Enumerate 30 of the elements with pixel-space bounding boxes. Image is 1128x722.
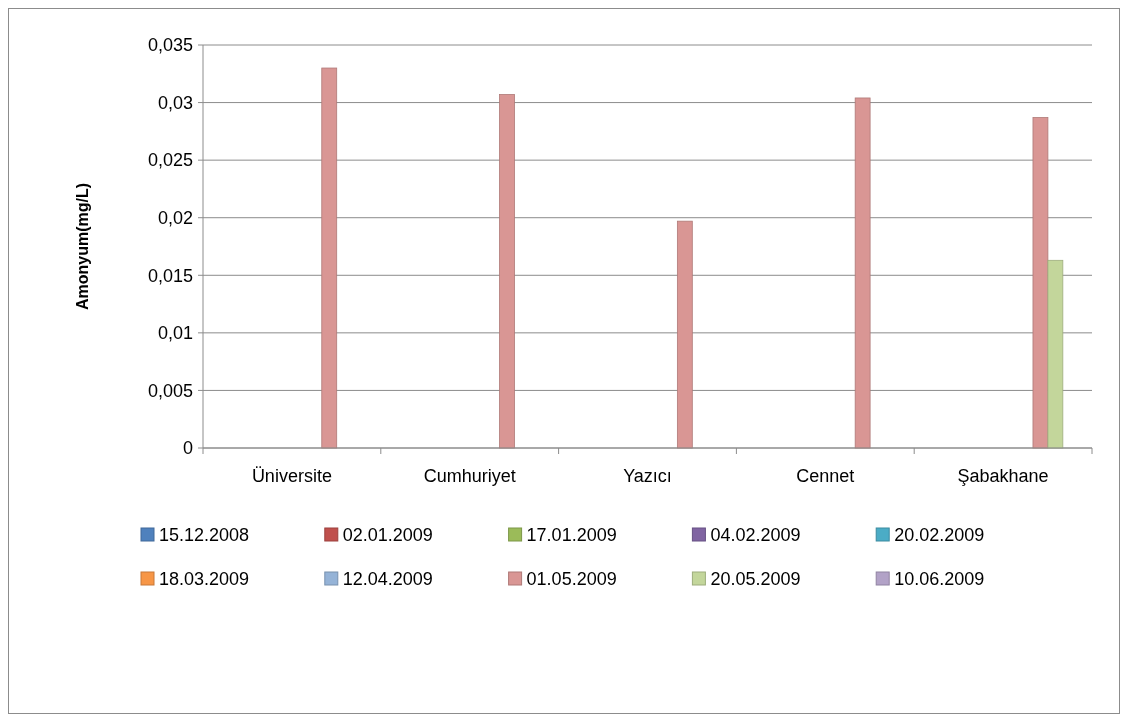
y-tick-label: 0 bbox=[182, 438, 193, 459]
bar bbox=[321, 67, 338, 449]
bar bbox=[676, 220, 693, 449]
bar bbox=[854, 97, 871, 449]
x-tick-label: Şabakhane bbox=[957, 466, 1049, 486]
legend-label: 02.01.2009 bbox=[342, 525, 433, 546]
legend-label: 04.02.2009 bbox=[710, 525, 801, 546]
bar bbox=[1032, 117, 1049, 449]
legend-label: 15.12.2008 bbox=[159, 525, 250, 546]
bar bbox=[1047, 259, 1064, 449]
x-tick-label: Cennet bbox=[796, 466, 855, 486]
bar bbox=[499, 94, 515, 449]
legend-label: 20.05.2009 bbox=[710, 569, 801, 590]
legend-label: 12.04.2009 bbox=[342, 569, 433, 590]
legend-label: 01.05.2009 bbox=[526, 569, 617, 590]
legend-label: 18.03.2009 bbox=[159, 569, 250, 590]
y-tick-label: 0,01 bbox=[157, 323, 193, 344]
x-tick-label: Yazıcı bbox=[623, 466, 672, 486]
legend-label: 10.06.2009 bbox=[894, 569, 985, 590]
y-tick-label: 0,005 bbox=[147, 380, 193, 401]
y-tick-label: 0,03 bbox=[157, 92, 193, 113]
legend-label: 20.02.2009 bbox=[894, 525, 985, 546]
x-tick-label: Cumhuriyet bbox=[423, 466, 516, 486]
y-tick-label: 0,035 bbox=[147, 35, 193, 56]
y-tick-label: 0,02 bbox=[157, 208, 193, 229]
y-tick-label: 0,015 bbox=[147, 265, 193, 286]
y-axis-title: Amonyum(mg/L) bbox=[74, 182, 91, 311]
x-tick-label: Üniversite bbox=[251, 466, 332, 486]
legend-label: 17.01.2009 bbox=[526, 525, 617, 546]
y-tick-label: 0,025 bbox=[147, 150, 193, 171]
